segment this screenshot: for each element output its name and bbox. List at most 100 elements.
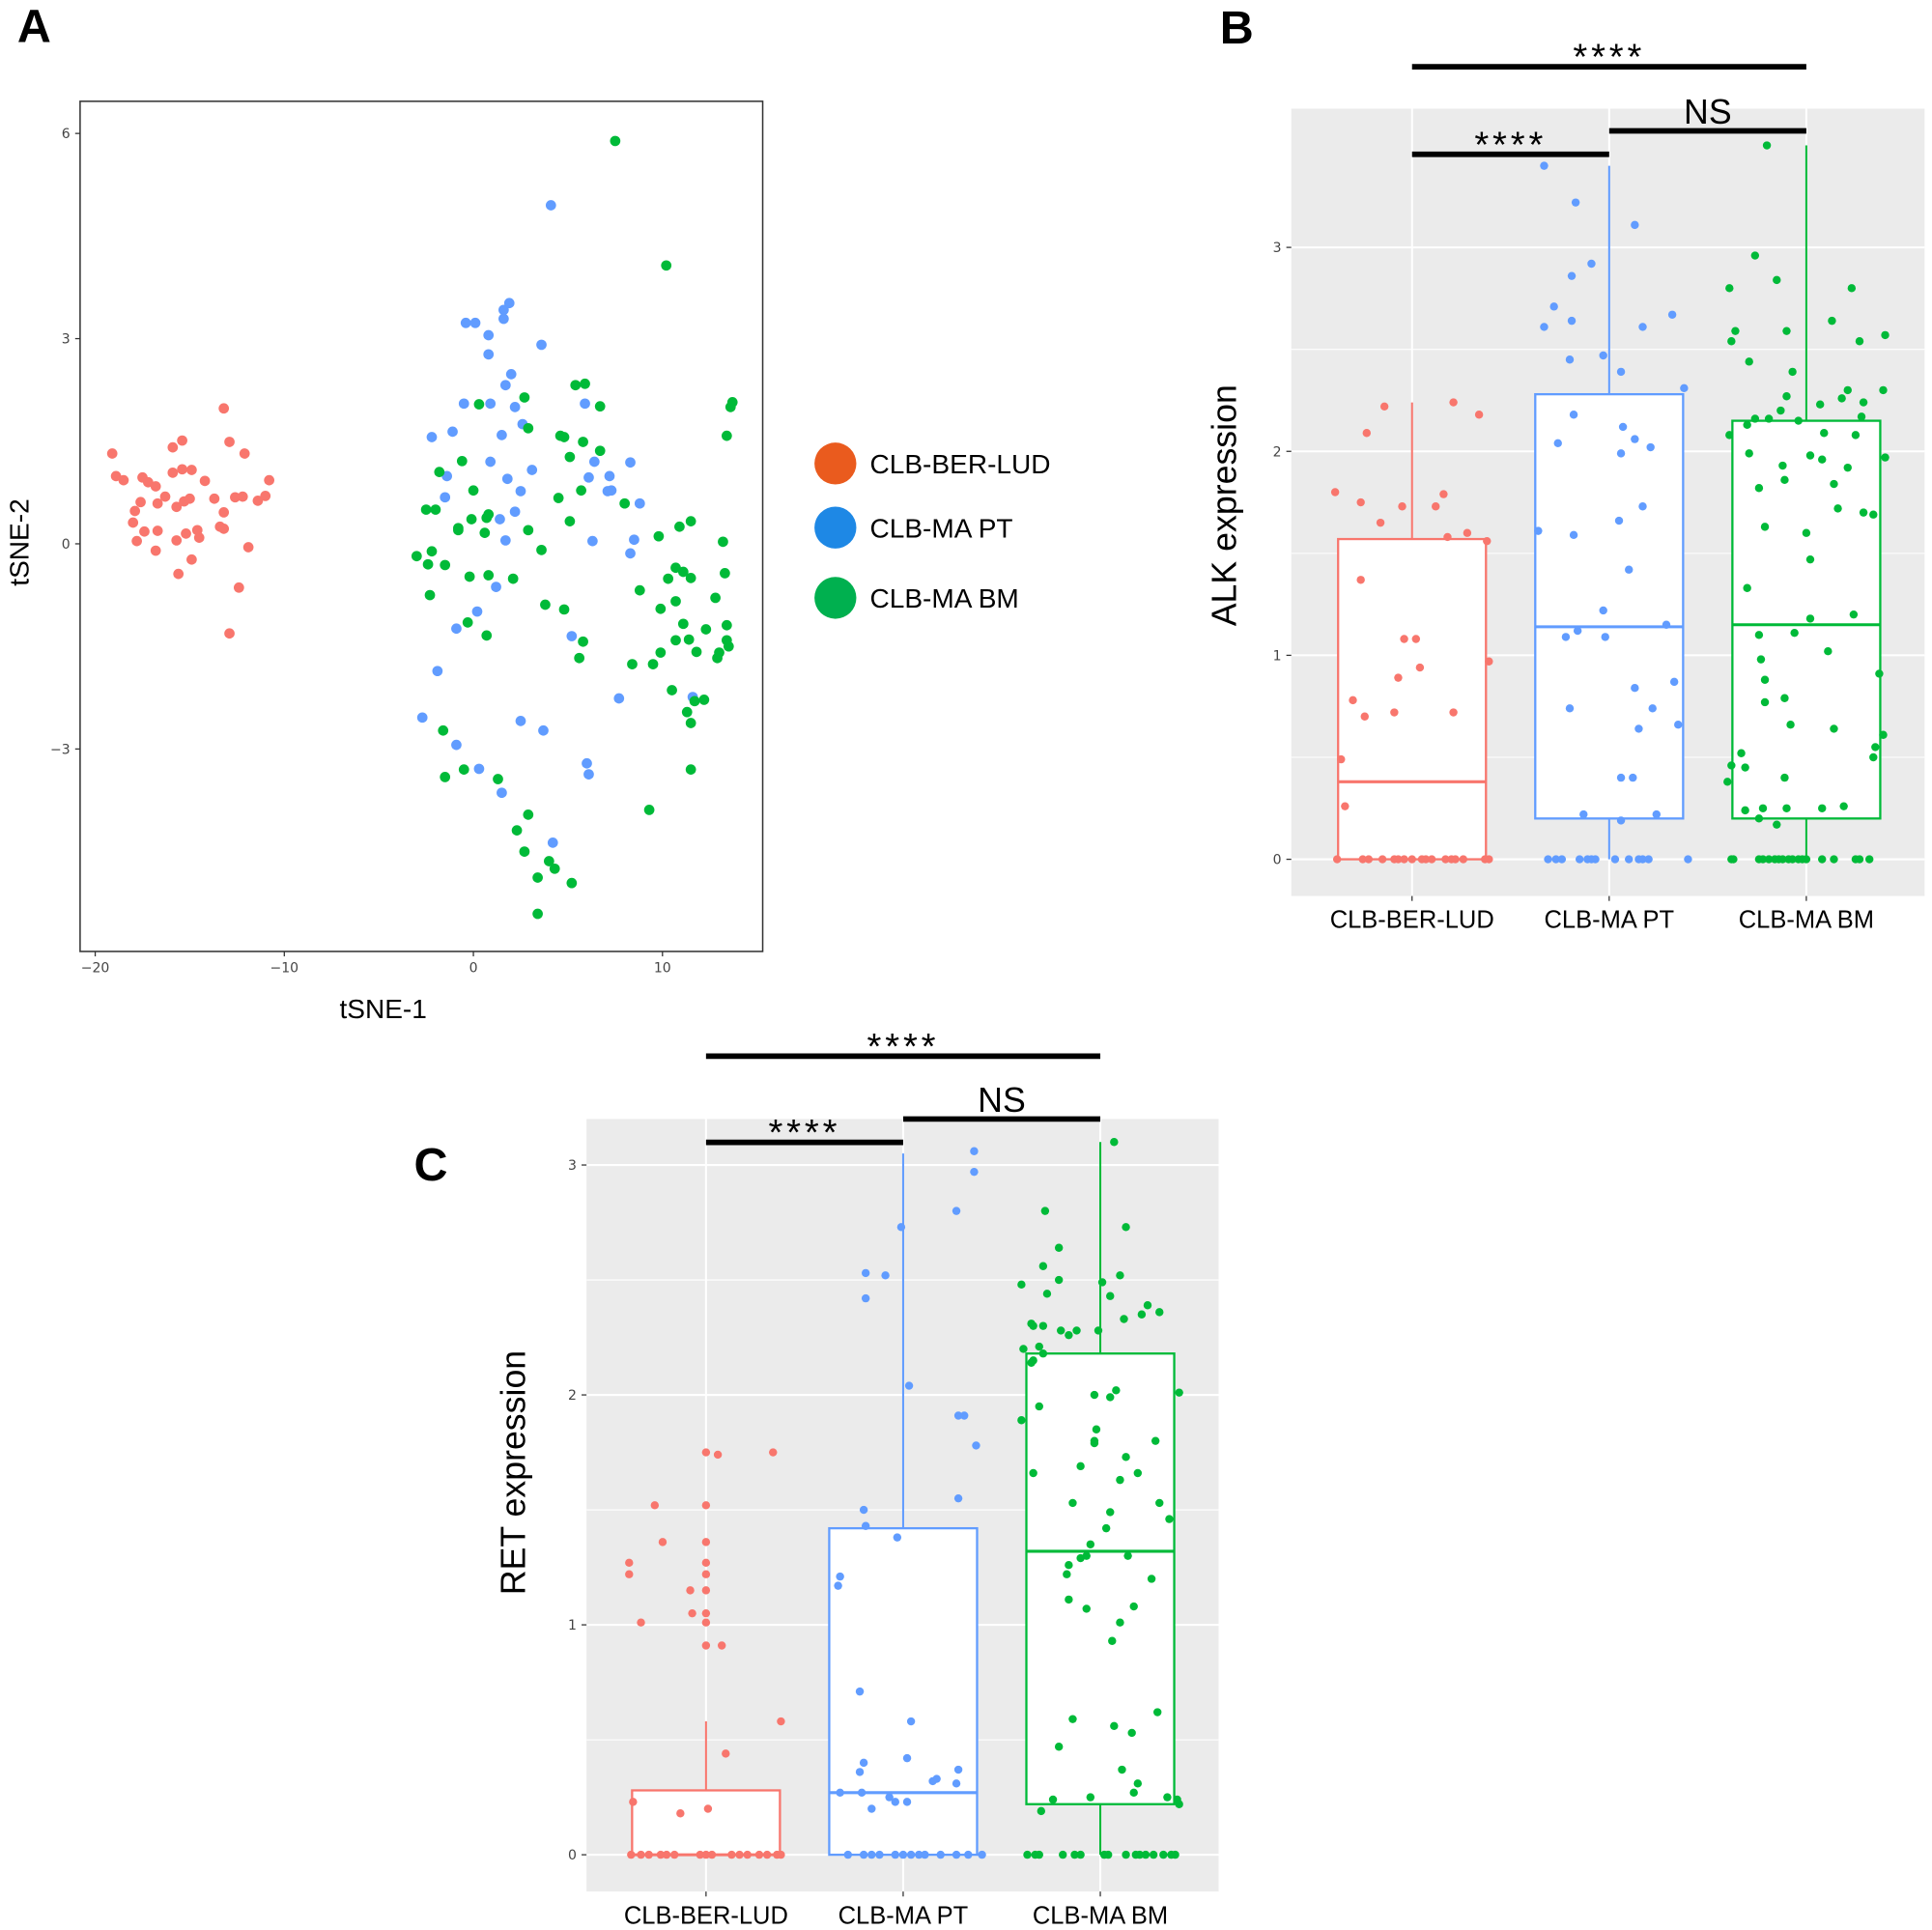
point-clb-ma-bm (1076, 1462, 1085, 1471)
point-clb-ma-pt (483, 349, 495, 360)
point-clb-ma-bm (627, 659, 638, 669)
point-clb-ma-bm (663, 573, 674, 584)
point-clb-ma-pt (1614, 516, 1624, 525)
point-clb-ber-lud (224, 628, 235, 639)
point-clb-ber-lud (1356, 576, 1365, 584)
point-clb-ma-bm (1090, 1390, 1099, 1400)
point-clb-ma-bm (1065, 1595, 1073, 1604)
point-clb-ma-bm (1108, 1636, 1117, 1645)
point-clb-ma-bm (1023, 1850, 1032, 1859)
point-clb-ma-pt (1610, 855, 1620, 864)
point-clb-ma-bm (1828, 316, 1836, 326)
point-clb-ma-pt (1573, 626, 1582, 636)
point-clb-ma-pt (505, 369, 517, 380)
point-clb-ma-bm (1106, 1393, 1115, 1402)
point-clb-ma-bm (453, 525, 464, 536)
point-clb-ber-lud (701, 1586, 711, 1595)
point-clb-ber-lud (139, 525, 150, 537)
point-clb-ber-lud (627, 1850, 636, 1859)
significance-label: **** (867, 1026, 940, 1067)
point-clb-ma-pt (1565, 704, 1575, 713)
point-clb-ber-lud (152, 497, 163, 509)
point-clb-ma-bm (1086, 1540, 1095, 1548)
point-clb-ber-lud (1400, 855, 1408, 864)
point-clb-ma-bm (718, 536, 728, 548)
point-clb-ma-bm (1143, 1301, 1152, 1310)
point-clb-ma-pt (867, 1850, 876, 1859)
point-clb-ma-bm (1881, 453, 1889, 462)
point-clb-ma-bm (685, 764, 696, 775)
point-clb-ma-bm (1727, 761, 1736, 770)
point-clb-ber-lud (629, 1798, 638, 1806)
point-clb-ma-pt (1631, 683, 1639, 693)
point-clb-ber-lud (701, 1501, 711, 1510)
point-clb-ma-pt (1684, 855, 1692, 864)
point-clb-ma-bm (1778, 855, 1787, 864)
point-clb-ma-pt (859, 1850, 868, 1859)
point-clb-ma-pt (583, 471, 594, 483)
point-clb-ber-lud (129, 505, 141, 517)
point-clb-ber-lud (688, 1608, 696, 1618)
point-clb-ma-bm (1017, 1416, 1026, 1425)
point-clb-ma-bm (1820, 429, 1829, 438)
legend: CLB-BER-LUD CLB-MA PT CLB-MA BM (814, 442, 1051, 619)
point-clb-ma-pt (583, 769, 594, 780)
point-clb-ma-bm (710, 592, 721, 604)
point-clb-ma-bm (1756, 655, 1766, 664)
point-clb-ber-lud (252, 496, 264, 506)
point-clb-ma-bm (1153, 1708, 1162, 1717)
point-clb-ma-pt (536, 339, 547, 351)
point-clb-ber-lud (237, 491, 248, 502)
point-clb-ma-bm (1818, 855, 1827, 864)
point-clb-ma-bm (1110, 1138, 1119, 1147)
point-clb-ma-bm (1760, 675, 1770, 684)
point-clb-ma-bm (1760, 697, 1770, 707)
point-clb-ma-pt (857, 1788, 867, 1798)
point-clb-ma-bm (1070, 1850, 1079, 1859)
point-clb-ma-bm (677, 566, 689, 578)
point-clb-ma-bm (1063, 1570, 1071, 1578)
point-clb-ber-lud (662, 1850, 671, 1859)
point-clb-ber-lud (717, 1641, 726, 1650)
point-clb-ma-bm (1778, 461, 1787, 470)
tsne-plot-frame (79, 100, 764, 952)
point-clb-ma-bm (1782, 804, 1791, 812)
point-clb-ma-bm (1135, 1850, 1145, 1859)
point-clb-ma-pt (499, 380, 511, 391)
point-clb-ber-lud (1356, 497, 1365, 507)
point-clb-ma-bm (1106, 1291, 1115, 1300)
point-clb-ma-pt (885, 1793, 894, 1802)
point-clb-ma-bm (1027, 1358, 1036, 1367)
point-clb-ber-lud (1360, 712, 1369, 721)
point-clb-ma-pt (1648, 704, 1657, 713)
point-clb-ma-pt (526, 465, 538, 475)
point-clb-ber-lud (1379, 402, 1389, 412)
point-clb-ma-pt (1631, 435, 1639, 443)
point-clb-ma-bm (720, 568, 730, 579)
point-clb-ma-bm (610, 135, 621, 147)
point-clb-ma-bm (655, 647, 667, 658)
point-clb-ma-bm (1155, 1498, 1164, 1508)
x-tick-label: −20 (81, 961, 110, 977)
point-clb-ma-bm (1068, 1498, 1077, 1508)
point-clb-ma-pt (1540, 323, 1548, 331)
point-clb-ber-lud (1449, 708, 1458, 717)
point-clb-ber-lud (128, 517, 139, 528)
point-clb-ma-bm (1881, 330, 1889, 340)
point-clb-ma-bm (1802, 528, 1811, 537)
point-clb-ma-pt (1669, 677, 1679, 687)
point-clb-ma-bm (440, 772, 451, 782)
point-clb-ma-pt (867, 1804, 876, 1813)
point-clb-ma-bm (1727, 337, 1736, 346)
point-clb-ma-bm (1072, 1326, 1081, 1335)
point-clb-ma-pt (471, 606, 483, 617)
point-clb-ma-pt (441, 470, 453, 482)
y-tick-label: −3 (50, 742, 71, 757)
point-clb-ma-pt (580, 398, 590, 410)
point-clb-ma-pt (1579, 809, 1588, 819)
point-clb-ber-lud (218, 524, 230, 534)
point-clb-ma-bm (1038, 1349, 1048, 1358)
point-clb-ma-bm (1849, 610, 1859, 619)
point-clb-ma-pt (861, 1268, 870, 1278)
point-clb-ma-bm (1760, 523, 1770, 531)
